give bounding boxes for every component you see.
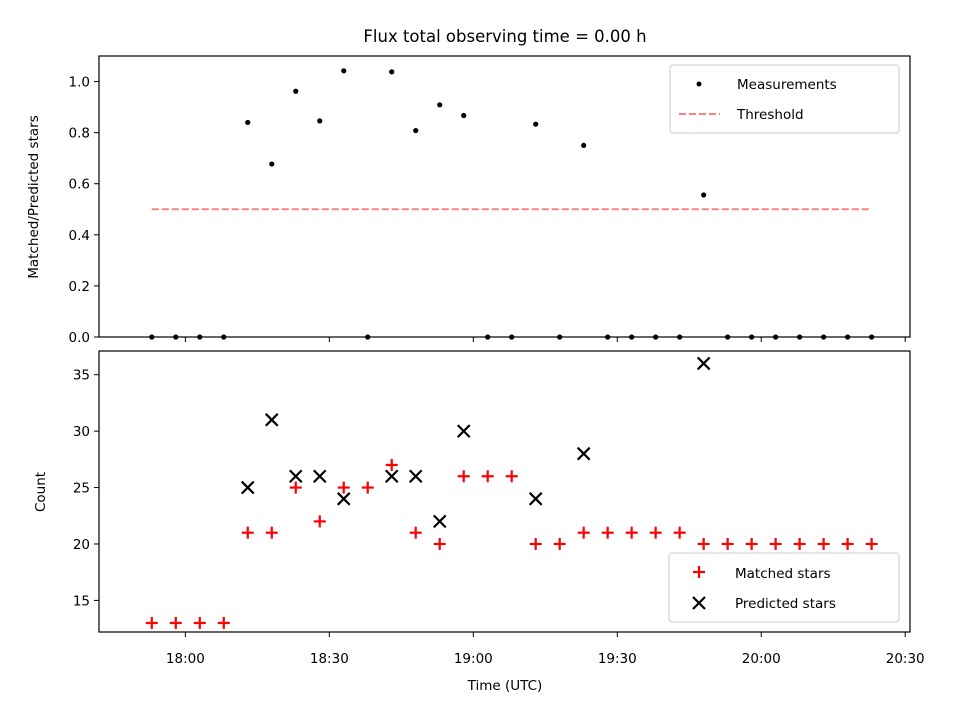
measurement-point [413, 127, 419, 134]
measurement-point [269, 161, 275, 167]
legend-label-threshold: Threshold [736, 107, 804, 123]
bottom-y-tick-label: 15 [73, 593, 90, 609]
matched-stars-point [433, 537, 446, 550]
legend-marker-matched-stars [693, 566, 705, 578]
x-tick-label: 20:30 [886, 651, 925, 667]
measurement-point [389, 69, 395, 75]
measurement-point [317, 118, 323, 124]
matched-stars-point [697, 537, 710, 550]
top-plot-area [149, 68, 875, 340]
measurement-point [581, 142, 587, 149]
matched-stars-point [241, 526, 254, 539]
matched-stars-point [313, 515, 326, 528]
matched-stars-point [169, 616, 182, 629]
bottom-legend-box [668, 552, 900, 623]
bottom-y-ticks: 15 20 25 30 35 [73, 368, 99, 609]
bottom-y-tick-label: 30 [73, 424, 90, 440]
matched-stars-point [649, 526, 662, 539]
measurement-point [533, 121, 539, 127]
x-tick-label: 20:00 [742, 651, 781, 667]
matched-stars-point [265, 526, 278, 539]
matched-stars-point [721, 537, 734, 550]
matched-stars-point [841, 537, 854, 550]
matched-stars-point [337, 481, 350, 494]
bottom-x-ticks: 18:00 18:30 19:00 19:30 20:00 20:30 [166, 632, 925, 667]
matched-stars-point [553, 537, 566, 550]
measurement-point [437, 102, 443, 108]
measurement-point [293, 88, 299, 94]
predicted-stars-point [288, 469, 303, 484]
bottom-y-tick-label: 25 [73, 481, 90, 497]
legend-label-measurements: Measurements [737, 77, 837, 93]
matched-stars-point [745, 537, 758, 550]
x-axis-label: Time (UTC) [467, 678, 543, 694]
top-y-tick-label: 1.0 [69, 75, 90, 91]
measurement-point [461, 112, 467, 119]
bottom-plot-area [145, 356, 878, 629]
matched-stars-point [385, 458, 398, 471]
matched-stars-point [289, 481, 302, 494]
matched-stars-point [673, 526, 686, 539]
x-tick-label: 18:00 [166, 651, 205, 667]
matched-stars-point [481, 470, 494, 483]
top-y-axis-label: Matched/Predicted stars [26, 115, 42, 278]
bottom-y-axis-label: Count [33, 472, 49, 512]
legend-label-predicted-stars: Predicted stars [735, 596, 836, 612]
measurement-point [701, 192, 707, 198]
top-legend: Measurements Threshold [669, 64, 900, 134]
predicted-stars-point [336, 492, 351, 506]
top-x-ticks [184, 337, 906, 342]
top-y-tick-label: 0.8 [69, 126, 90, 142]
matched-stars-point [793, 537, 806, 550]
matched-stars-point [865, 537, 878, 550]
legend-marker-measurements [696, 81, 702, 87]
predicted-stars-point [528, 492, 543, 506]
matched-stars-point [577, 526, 590, 539]
legend-label-matched-stars: Matched stars [735, 566, 831, 582]
matched-stars-point [457, 470, 470, 483]
measurement-point [341, 68, 347, 74]
predicted-stars-point [456, 424, 471, 438]
predicted-stars-point [576, 446, 591, 461]
predicted-stars-point [312, 469, 327, 484]
chart-title: Flux total observing time = 0.00 h [363, 27, 646, 46]
matched-stars-point [505, 470, 518, 483]
matched-stars-point [601, 526, 614, 539]
top-legend-box [669, 64, 900, 134]
matched-stars-point [409, 526, 422, 539]
legend-marker-predicted-stars [692, 596, 706, 610]
matched-stars-point [145, 616, 158, 629]
x-tick-label: 19:00 [454, 651, 493, 667]
bottom-y-tick-label: 35 [73, 368, 90, 384]
top-y-tick-label: 0.4 [69, 228, 90, 244]
top-axes-frame [98, 55, 911, 338]
top-y-tick-label: 0.0 [69, 330, 90, 346]
matched-stars-point [193, 616, 206, 629]
measurement-point [245, 119, 251, 126]
matched-stars-point [217, 616, 230, 629]
top-y-tick-label: 0.6 [69, 177, 90, 193]
bottom-axes-frame [98, 350, 911, 633]
bottom-y-tick-label: 20 [73, 537, 90, 553]
predicted-stars-point [408, 469, 423, 484]
predicted-stars-point [432, 514, 447, 529]
x-tick-label: 18:30 [310, 651, 349, 667]
predicted-stars-point [384, 469, 399, 484]
matched-stars-point [817, 537, 830, 550]
matched-stars-point [769, 537, 782, 550]
matched-stars-point [361, 481, 374, 494]
matched-stars-point [625, 526, 638, 539]
top-y-ticks: 0.0 0.2 0.4 0.6 0.8 1.0 [69, 75, 99, 346]
predicted-stars-point [264, 413, 279, 427]
x-tick-label: 19:30 [598, 651, 637, 667]
bottom-legend: Matched stars Predicted stars [668, 552, 900, 623]
predicted-stars-point [240, 480, 255, 495]
top-y-tick-label: 0.2 [69, 279, 90, 295]
predicted-stars-point [696, 356, 711, 371]
matched-stars-point [529, 537, 542, 550]
